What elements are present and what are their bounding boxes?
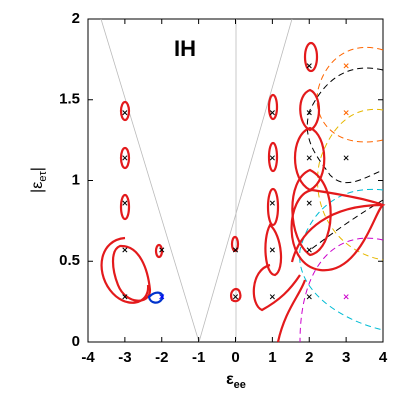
- x-tick-label: 4: [379, 349, 388, 366]
- x-tick-label: 0: [231, 349, 239, 366]
- point-marker: [269, 155, 275, 161]
- point-marker: [306, 63, 312, 69]
- point-marker: [269, 110, 275, 116]
- y-tick-label: 1: [72, 171, 80, 188]
- x-axis-label-sub: ee: [234, 379, 246, 391]
- point-marker: [269, 200, 275, 206]
- point-marker: [122, 294, 128, 300]
- point-marker: [159, 247, 165, 253]
- y-tick-label: 1.5: [59, 91, 80, 108]
- point-marker: [269, 294, 275, 300]
- guide-lines: [100, 18, 293, 343]
- y-axis-label: |εeτ|: [29, 167, 49, 193]
- point-marker: [232, 294, 239, 300]
- x-tick-label: 3: [342, 349, 350, 366]
- point-marker: [343, 294, 349, 300]
- point-marker: [343, 63, 349, 69]
- y-tick-label: 0: [72, 333, 80, 350]
- point-marker: [122, 155, 128, 161]
- point-marker: [306, 110, 312, 116]
- point-marker: [306, 200, 312, 206]
- point-marker: [306, 247, 312, 253]
- x-tick-label: -1: [192, 349, 205, 366]
- x-tick-label: 2: [305, 349, 313, 366]
- point-marker: [306, 155, 312, 161]
- y-axis-label-end: |: [29, 167, 46, 171]
- y-tick-label: 0.5: [59, 252, 80, 269]
- x-tick-label: -3: [118, 349, 131, 366]
- x-tick-label: -4: [81, 349, 95, 366]
- point-marker: [269, 247, 275, 253]
- point-marker: [122, 110, 128, 116]
- point-marker: [122, 200, 128, 206]
- point-marker: [343, 110, 349, 116]
- plot-frame: [87, 18, 384, 343]
- point-marker: [306, 294, 312, 300]
- point-marker: [122, 247, 128, 253]
- x-axis-label-main: ε: [226, 371, 234, 388]
- x-axis-label: εee: [226, 371, 246, 391]
- x-tick-label: 1: [268, 349, 276, 366]
- point-marker: [159, 294, 165, 300]
- red-contours: [100, 41, 386, 343]
- annotation: IH: [174, 36, 196, 61]
- point-marker: [343, 155, 349, 161]
- point-marker: [232, 247, 239, 253]
- y-axis-label-main: |ε: [29, 182, 46, 193]
- y-tick-label: 2: [72, 10, 80, 27]
- y-axis-label-sub: eτ: [37, 171, 49, 182]
- x-tick-label: -2: [155, 349, 168, 366]
